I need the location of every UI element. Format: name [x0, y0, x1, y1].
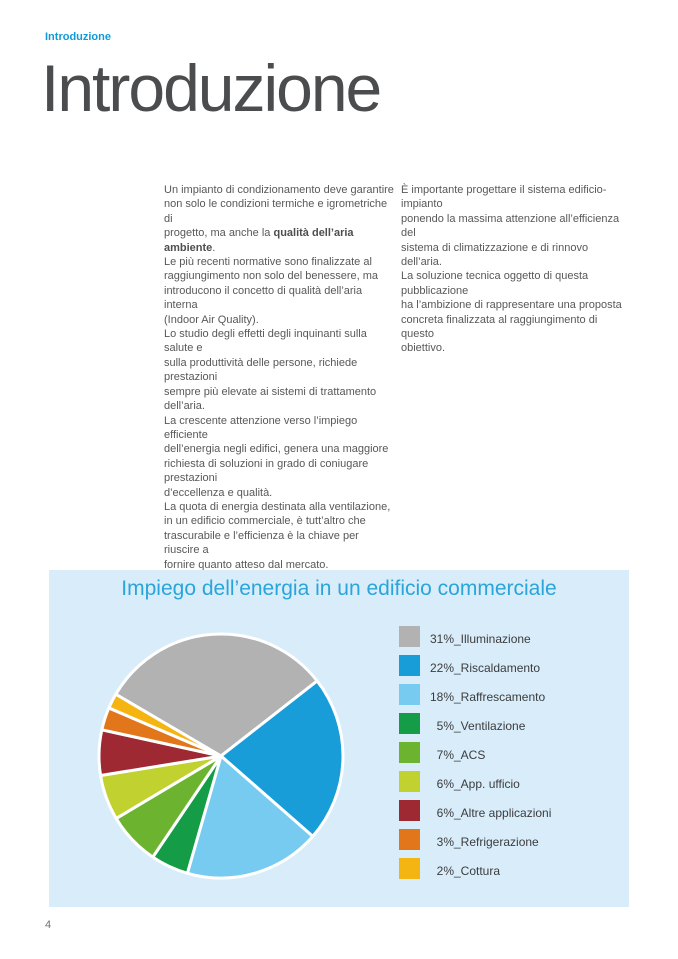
legend-label: 7% _ACS — [430, 748, 486, 762]
pie-slice-raffrescamento — [185, 754, 315, 880]
body-text: Un impianto di condizionamento deve gara… — [164, 184, 394, 240]
legend-category-name: _App. ufficio — [454, 777, 520, 791]
legend-item: 31% _Illuminazione — [399, 626, 551, 647]
chart-legend: 31% _Illuminazione 22% _Riscaldamento 18% _Ra… — [399, 626, 551, 879]
legend-item: 6% _App. ufficio — [399, 771, 551, 792]
legend-label: 22% _Riscaldamento — [430, 661, 540, 675]
legend-percentage: 22% — [430, 661, 455, 675]
legend-swatch — [399, 829, 420, 850]
legend-category-name: _Refrigerazione — [454, 835, 539, 849]
body-text: . Le più recenti normative sono finalizz… — [164, 241, 391, 571]
legend-label: 6% _Altre applicazioni — [430, 806, 552, 820]
legend-label: 2% _Cottura — [430, 864, 500, 878]
intro-paragraph-left: Un impianto di condizionamento deve gara… — [164, 183, 394, 572]
legend-swatch — [399, 655, 420, 676]
legend-percentage: 18% — [430, 690, 455, 704]
legend-category-name: _Cottura — [454, 864, 501, 878]
legend-percentage: 2% — [436, 864, 454, 878]
legend-category-name: _Riscaldamento — [454, 661, 541, 675]
pie-slice-riscaldamento — [219, 679, 345, 838]
legend-percentage: 3% — [436, 835, 454, 849]
legend-label: 3% _Refrigerazione — [430, 835, 539, 849]
legend-item: 5% _Ventilazione — [399, 713, 551, 734]
legend-label: 5% _Ventilazione — [430, 719, 526, 733]
legend-item: 6% _Altre applicazioni — [399, 800, 551, 821]
legend-item: 7% _ACS — [399, 742, 551, 763]
legend-category-name: _Illuminazione — [454, 632, 531, 646]
bold-phrase: qualità dell’aria ambiente — [164, 227, 354, 254]
legend-swatch — [399, 684, 420, 705]
page-number: 4 — [45, 919, 52, 931]
legend-category-name: _Raffrescamento — [454, 690, 546, 704]
legend-percentage: 5% — [436, 719, 454, 733]
pie-slice-illuminazione — [114, 632, 319, 758]
legend-percentage: 6% — [436, 806, 454, 820]
legend-category-name: _Altre applicazioni — [454, 806, 552, 820]
legend-swatch — [399, 713, 420, 734]
legend-category-name: _ACS — [454, 748, 486, 762]
legend-label: 6% _App. ufficio — [430, 777, 520, 791]
legend-swatch — [399, 858, 420, 879]
legend-swatch — [399, 771, 420, 792]
intro-paragraph-right: È importante progettare il sistema edifi… — [401, 183, 631, 356]
legend-swatch — [399, 626, 420, 647]
legend-item: 18% _Raffrescamento — [399, 684, 551, 705]
legend-percentage: 6% — [436, 777, 454, 791]
breadcrumb: Introduzione — [45, 31, 111, 43]
legend-swatch — [399, 742, 420, 763]
legend-label: 31% _Illuminazione — [430, 632, 531, 646]
legend-swatch — [399, 800, 420, 821]
legend-label: 18% _Raffrescamento — [430, 690, 545, 704]
legend-item: 22% _Riscaldamento — [399, 655, 551, 676]
legend-item: 3% _Refrigerazione — [399, 829, 551, 850]
chart-title: Impiego dell’energia in un edificio comm… — [121, 577, 557, 600]
legend-percentage: 7% — [436, 748, 454, 762]
body-text: È importante progettare il sistema edifi… — [401, 184, 622, 355]
page-title: Introduzione — [41, 51, 382, 125]
legend-item: 2% _Cottura — [399, 858, 551, 879]
energy-chart-panel: Impiego dell’energia in un edificio comm… — [49, 570, 629, 907]
pie-chart — [97, 632, 345, 880]
pie-slice-cottura — [107, 692, 223, 758]
legend-category-name: _Ventilazione — [454, 719, 526, 733]
legend-percentage: 31% — [430, 632, 455, 646]
